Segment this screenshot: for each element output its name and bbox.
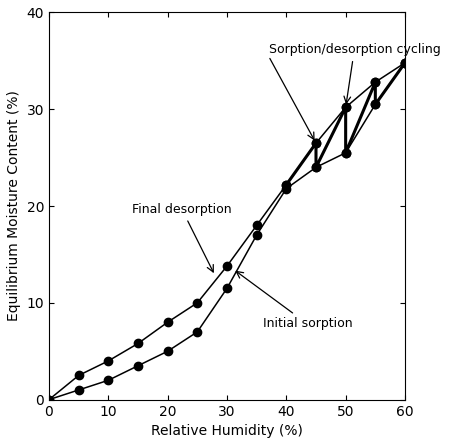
Text: Sorption/desorption cycling: Sorption/desorption cycling: [269, 43, 440, 103]
X-axis label: Relative Humidity (%): Relative Humidity (%): [151, 424, 303, 438]
Y-axis label: Equilibrium Moisture Content (%): Equilibrium Moisture Content (%): [7, 91, 21, 321]
Text: Initial sorption: Initial sorption: [236, 271, 352, 330]
Text: Final desorption: Final desorption: [132, 203, 232, 272]
